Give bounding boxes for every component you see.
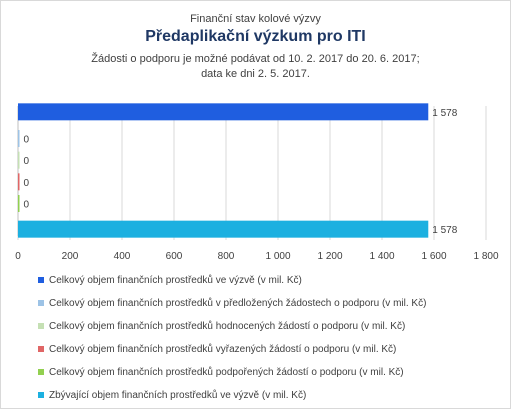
legend-item: Celkový objem finančních prostředků hodn… [38,319,405,333]
legend-swatch [38,300,44,306]
legend-swatch [38,346,44,352]
x-tick-label: 1 800 [473,251,498,262]
legend-item: Celkový objem finančních prostředků ve v… [38,273,302,287]
data-label: 0 [24,135,30,146]
legend-item: Zbývající objem finančních prostředků ve… [38,388,306,402]
x-tick-label: 200 [62,251,79,262]
legend-label: Celkový objem finančních prostředků v př… [49,297,427,309]
chart-subtitle-line-1: Žádosti o podporu je možné podávat od 10… [91,53,420,65]
x-tick-label: 0 [15,251,21,262]
legend-item: Celkový objem finančních prostředků podp… [38,365,404,379]
bar [18,220,429,238]
data-label: 0 [24,156,30,167]
legend-swatch [38,369,44,375]
legend-label: Zbývající objem finančních prostředků ve… [49,389,307,401]
x-tick-label: 1 400 [369,251,394,262]
legend-item: Celkový objem finančních prostředků vyřa… [38,342,396,356]
bar [18,130,20,147]
bar [18,173,20,191]
bar [18,151,20,169]
x-tick-label: 400 [114,251,131,262]
data-label: 1 578 [432,225,457,236]
legend-label: Celkový objem finančních prostředků vyřa… [49,343,397,355]
x-tick-label: 600 [166,251,183,262]
bar [18,195,20,212]
legend-label: Celkový objem finančních prostředků podp… [49,366,404,378]
legend-swatch [38,277,44,283]
legend-swatch [38,323,44,329]
x-tick-label: 800 [218,251,235,262]
chart-title: Předaplikační výzkum pro ITI [145,28,366,45]
legend-label: Celkový objem finančních prostředků ve v… [49,274,302,286]
x-tick-label: 1 000 [265,251,290,262]
data-label: 0 [24,178,30,189]
x-tick-label: 1 600 [421,251,446,262]
data-label: 1 578 [432,108,457,119]
legend-swatch [38,392,44,398]
data-label: 0 [24,200,30,211]
chart-pretitle: Finanční stav kolové výzvy [190,13,321,25]
bar [18,103,429,121]
chart-subtitle-line-2: data ke dni 2. 5. 2017. [201,68,310,80]
legend-label: Celkový objem finančních prostředků hodn… [49,320,406,332]
legend-item: Celkový objem finančních prostředků v př… [38,296,426,310]
x-tick-label: 1 200 [317,251,342,262]
